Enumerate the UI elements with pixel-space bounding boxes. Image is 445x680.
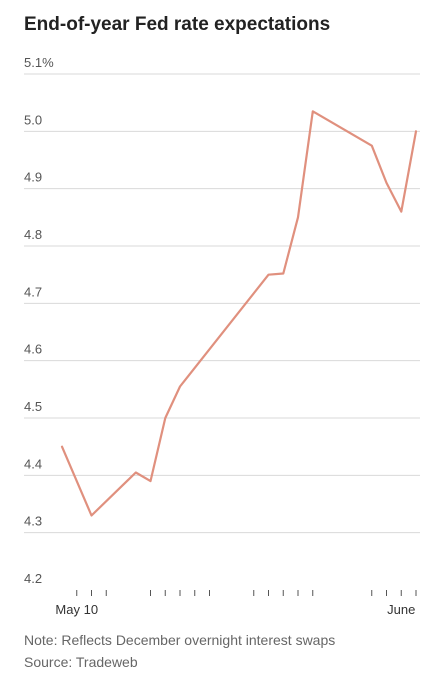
y-tick-label: 4.9 (24, 170, 42, 185)
chart-source: Source: Tradeweb (24, 654, 138, 670)
y-tick-label: 4.2 (24, 571, 42, 586)
y-tick-label: 4.6 (24, 342, 42, 357)
gridlines (24, 73, 420, 534)
series-line (60, 110, 418, 517)
line-chart: 4.2 4.3 4.4 4.5 4.6 4.7 4.8 4.9 5.0 5.1% May 10 Ju… (24, 55, 420, 617)
chart-note: Note: Reflects December overnight intere… (24, 632, 336, 648)
y-tick-label: 4.7 (24, 284, 42, 299)
y-tick-label: 5.0 (24, 112, 42, 127)
y-tick-label: 4.5 (24, 399, 42, 414)
x-tick-label: June (387, 602, 415, 617)
x-tick-label: May 10 (55, 602, 98, 617)
y-tick-label: 4.4 (24, 456, 42, 471)
y-tick-label: 4.8 (24, 227, 42, 242)
y-tick-label: 4.3 (24, 514, 42, 529)
y-tick-label: 5.1% (24, 55, 54, 70)
x-axis: May 10 June (55, 590, 417, 617)
y-axis: 4.2 4.3 4.4 4.5 4.6 4.7 4.8 4.9 5.0 5.1% (24, 55, 54, 586)
series-layer (60, 110, 418, 517)
chart-title: End-of-year Fed rate expectations (24, 14, 331, 35)
